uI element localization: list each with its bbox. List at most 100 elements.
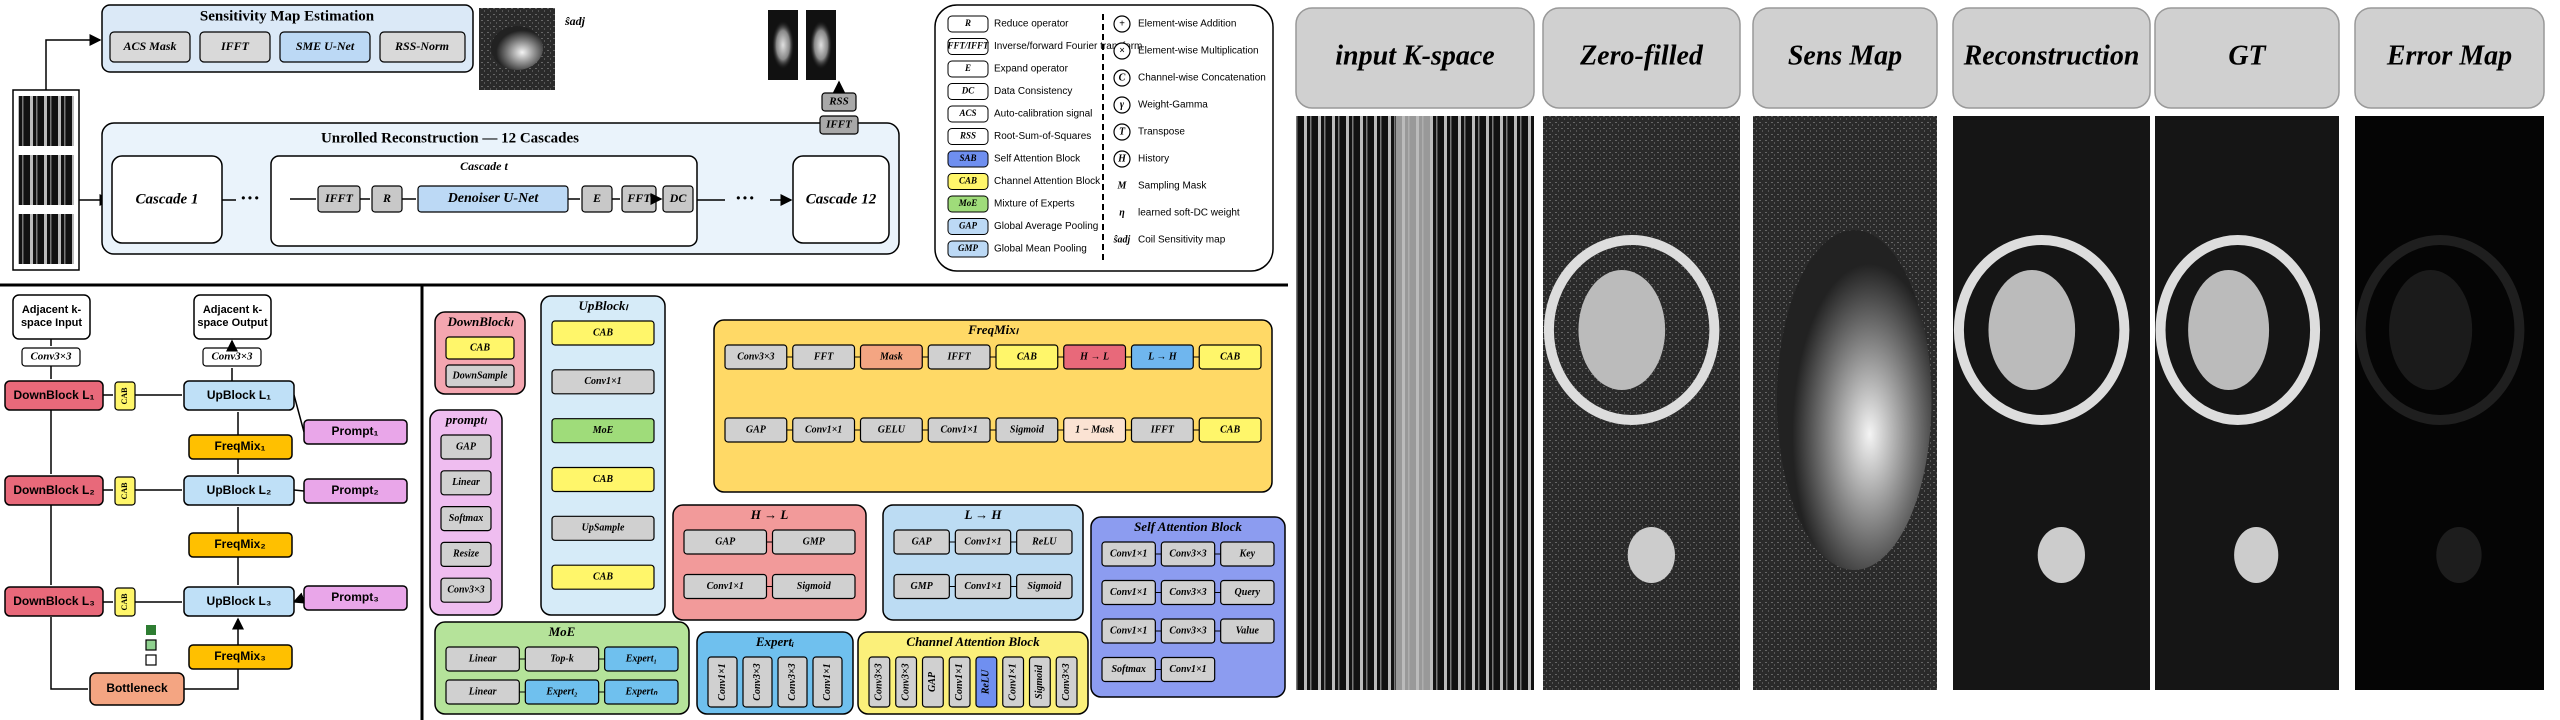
block-label: Query [1235,587,1261,598]
ellipsis: ··· [240,188,260,210]
legend-symbol-label: + [1119,18,1125,29]
block-label: RSS [828,96,849,108]
block-label: Conv3×3 [900,663,911,700]
panel-title: Error Map [2386,40,2512,71]
block [868,656,891,708]
downblock [4,475,104,506]
legend-symbol [1113,123,1131,141]
legend-text: Reduce operator [994,19,1069,30]
legend-symbol [1113,150,1131,168]
block-label: Conv3×3 [447,584,484,595]
unet: Adjacent k-space Input Conv3×3 Adjacent … [4,294,408,706]
image-panels: input K-space Zero-filled Sens Map Reconstr… [1295,7,2545,690]
legend-text: Element-wise Multiplication [1138,46,1259,57]
block-label: Conv3×3 [1169,548,1206,559]
block-label: Conv1×1 [964,536,1001,547]
block-label: Conv1×1 [1007,663,1018,700]
block-label: IFFT [1150,424,1175,435]
panel-image [1543,116,1740,690]
cab-label: CAB [120,482,129,500]
block [1028,656,1051,708]
block-label: Top-k [550,653,574,664]
block-label: Conv1×1 [1169,664,1206,675]
block [604,679,679,705]
block [954,573,1012,600]
modules: DownBlockₗ CAB DownSample promptₗ GAP Linear S… [429,295,1286,715]
prompt [303,478,408,504]
legend-symbol-label: γ [1120,99,1125,110]
ifft-block [819,115,859,135]
block [707,656,738,708]
downblock-label: DownBlock L₁ [14,388,95,402]
sensitivity-module: Sensitivity Map Estimation ACS Mask IFFT… [101,4,474,73]
block-label: ReLU [981,669,992,695]
block-label: Sigmoid [797,581,832,592]
block-label: Sigmoid [1027,581,1062,592]
freqmix [188,644,293,670]
cascade-label: Cascade 1 [136,191,199,207]
block-label: Denoiser U-Net [447,191,540,206]
block-label: GAP [912,536,933,547]
title: Unrolled Reconstruction — 12 Cascades [321,130,579,146]
legend: R Reduce operator FFT/IFFT Inverse/forward … [934,4,1274,272]
block-label: GMP [911,581,934,592]
block [551,418,655,444]
block-label: CAB [1017,351,1037,362]
block-label: MoE [592,425,614,436]
block-label: Conv3×3 [752,663,763,700]
block-label: Conv1×1 [1110,625,1147,636]
block-label: Conv1×1 [717,663,728,700]
panel-title: input K-space [1335,40,1494,71]
legend-text: Weight-Gamma [1138,100,1208,111]
legend-symbol-label: ACS [958,108,976,118]
sens-thumbnail [479,8,555,90]
block-label: Expertₙ [624,686,658,697]
cab [114,587,136,617]
legend-symbol [1113,42,1131,60]
legend-symbol-label: GMP [958,243,979,253]
block-label: FFT [626,191,651,205]
legend-symbol-label: C [1119,72,1126,83]
legend-symbol-label: T [1119,126,1126,137]
block-label: Linear [468,653,497,664]
legend-text: History [1138,154,1169,165]
unrolled-module: Unrolled Reconstruction — 12 Cascades Ca… [101,122,900,255]
block-label: GAP [715,536,736,547]
anatomy [1578,270,1666,390]
block-label: Sigmoid [1010,424,1045,435]
panel-image [1953,116,2150,690]
block-label: Expert₂ [545,686,577,697]
anatomy [2188,270,2270,390]
legend-symbol [1113,69,1131,87]
upblock [183,586,295,617]
block-label: CAB [593,327,613,338]
freqmix-label: FreqMix₁ [215,439,266,453]
module-title: Expertᵢ [755,634,794,649]
legend-text: Root-Sum-of-Squares [994,131,1091,142]
block [551,320,655,346]
legend-symbol-label: η [1119,207,1125,218]
upblock-label: UpBlock L₃ [207,594,272,608]
legend-text: Data Consistency [994,86,1072,97]
block [551,466,655,493]
legend-symbol-label: DC [961,86,975,96]
legend-text: Global Average Pooling [994,221,1098,232]
block-label: Conv1×1 [584,376,621,387]
legend-symbol [947,15,989,33]
block [1198,344,1262,370]
block-label: CAB [593,474,613,485]
block [742,656,773,708]
anatomy [2155,235,2321,425]
block-label: SME U-Net [296,39,355,53]
panel-title: Sens Map [1788,40,1902,71]
legend-symbol [947,240,989,258]
arrow [45,34,102,90]
block-label: GAP [927,671,938,692]
legend-text: Transpose [1138,127,1185,138]
block [1160,656,1216,683]
legend-text: Channel-wise Concatenation [1138,73,1266,84]
block-label: Conv3×3 [787,663,798,700]
legend-symbol [947,60,989,78]
cascade-title: Cascade t [460,159,508,173]
block-label: Conv1×1 [940,424,977,435]
